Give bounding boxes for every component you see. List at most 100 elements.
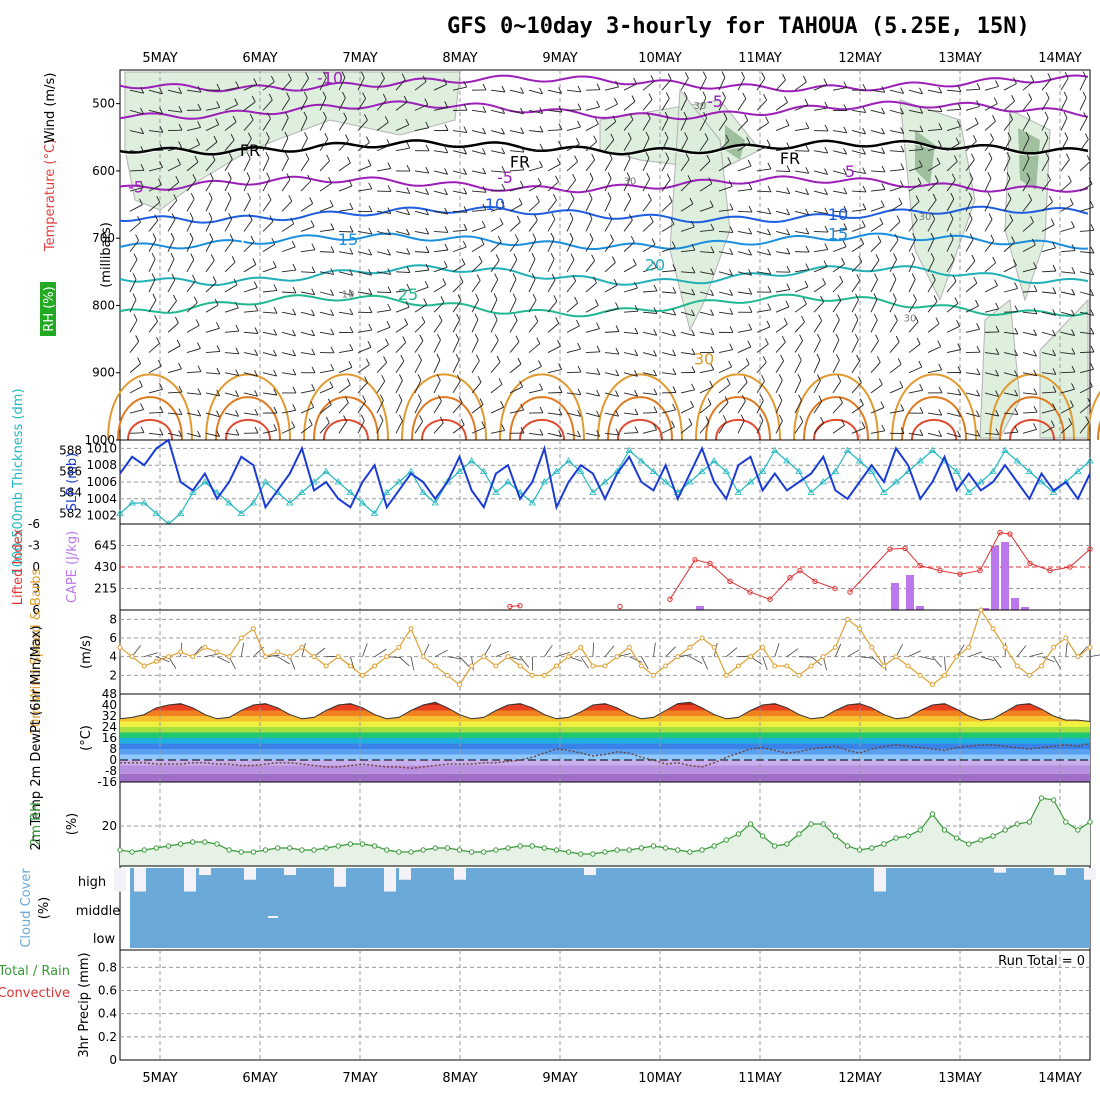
wind-barb-flag	[970, 153, 975, 160]
thickness-point	[431, 499, 439, 506]
isotherm-label: 30	[919, 212, 932, 223]
wind-barb-flag	[539, 143, 544, 151]
wind-barb-flag	[671, 420, 675, 428]
wind-barb-flag	[1050, 218, 1055, 225]
wind10-point	[202, 644, 208, 650]
wind-barb	[395, 190, 410, 194]
wind-barb	[376, 231, 391, 236]
wind-barb	[927, 301, 938, 313]
wind-barb-flag	[748, 248, 752, 256]
wind-barb	[775, 102, 788, 111]
wind-barb-flag	[286, 173, 291, 180]
wind-barb-flag	[668, 195, 673, 202]
wind-barb	[661, 246, 676, 253]
wind-barb-flag	[496, 355, 501, 363]
wind-barb	[262, 372, 277, 377]
wind10-point	[420, 654, 426, 660]
wind-barb-flag	[647, 193, 652, 201]
wind-barb-flag	[591, 254, 596, 261]
wind-barb	[414, 81, 427, 91]
wind10-point	[493, 663, 499, 669]
wind-barb-flag	[881, 86, 886, 93]
wind-barb	[585, 412, 600, 418]
wind-barb-flag	[305, 72, 310, 79]
wind-barb	[604, 262, 616, 273]
wind-barb	[927, 323, 940, 333]
wind-barb-flag	[570, 253, 575, 260]
wind-barb	[832, 424, 845, 434]
wind-barb-flag	[501, 165, 506, 173]
wind-barb	[338, 162, 351, 172]
wind-barb-flag	[766, 139, 771, 146]
wind-barb-flag	[915, 195, 920, 202]
cape-li-series	[507, 529, 1093, 610]
wind-barb	[376, 251, 391, 256]
wind-barb	[262, 118, 271, 131]
wind-barb	[946, 303, 959, 313]
wind10-barb	[689, 656, 703, 664]
wind-barb-flag	[615, 390, 619, 397]
wind-barb	[794, 104, 809, 111]
wind-barb-flag	[672, 368, 677, 375]
wind-barb-flag	[140, 146, 145, 153]
wind-barb-flag	[781, 335, 786, 343]
wind-barb	[547, 279, 556, 293]
wind-barb-flag	[387, 228, 392, 236]
wind-barb	[566, 89, 581, 93]
wind10-barb	[968, 651, 983, 658]
temp2m-label: 2m Temp 2m DewPt (6hr Min/Max)	[29, 625, 44, 850]
wind-barb-flag	[500, 200, 505, 208]
thickness-point	[128, 499, 136, 506]
thickness-tick-label: 588	[59, 444, 82, 458]
wind-barb	[262, 243, 276, 253]
wind-barb	[433, 301, 445, 313]
wind-barb	[946, 143, 960, 152]
wind-barb-flag	[406, 187, 411, 194]
isotherm-warm-lobe	[421, 418, 467, 441]
wind-barb	[281, 409, 296, 414]
wind-barb-flag	[196, 342, 201, 349]
wind-barb	[908, 201, 920, 212]
isotherm-warm-lobe	[127, 418, 173, 441]
wind-barb-flag	[691, 309, 695, 317]
isotherm-warm-lobe	[695, 373, 781, 441]
wind-barb	[319, 77, 327, 91]
pressure-tick-label: 900	[92, 366, 115, 380]
wind-barb-flag	[937, 340, 942, 347]
rh2m-point	[675, 847, 681, 853]
wind-barb-flag	[532, 293, 537, 301]
isotherm-freezing-inner	[119, 141, 1089, 157]
wind-barb	[718, 349, 733, 353]
wind-barb	[642, 244, 656, 253]
wind-barb	[794, 303, 807, 313]
wind-barb	[585, 260, 595, 273]
wind-barb	[566, 325, 580, 333]
wind-barb	[1079, 161, 1091, 172]
wind-barb	[338, 208, 353, 212]
isotherm-warm-lobe	[911, 418, 957, 441]
wind10-point	[881, 663, 887, 669]
wind-barb	[167, 300, 177, 313]
wind-barb-flag	[193, 296, 198, 303]
wind-barb-flag	[501, 127, 505, 135]
wind10-point	[675, 654, 681, 660]
wind-barb	[604, 86, 619, 91]
wind-barb	[357, 311, 373, 314]
wind-barb	[471, 339, 479, 353]
wind-barb	[1041, 426, 1055, 434]
wind-barb	[1060, 406, 1074, 414]
wind-barb-flag	[1014, 349, 1019, 356]
wind-barb	[414, 304, 427, 313]
wind-barb	[889, 410, 904, 414]
wind-barb-flag	[1070, 221, 1075, 228]
temp2m-tick-label: 16	[102, 731, 117, 745]
wind-barb	[224, 392, 239, 397]
wind-barb-flag	[988, 213, 993, 220]
li-point	[847, 589, 853, 595]
wind-barb	[661, 179, 671, 192]
thickness-point	[189, 488, 197, 495]
cloud-clear-gap	[268, 916, 278, 918]
wind-barb	[642, 99, 653, 111]
wind-barb	[585, 351, 601, 353]
